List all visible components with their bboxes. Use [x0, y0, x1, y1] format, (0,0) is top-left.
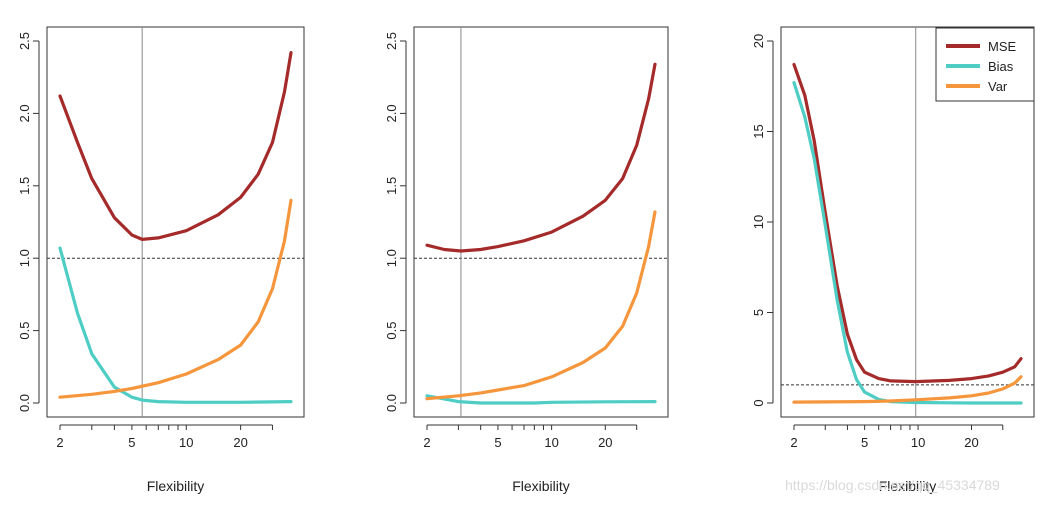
series-line-mse [792, 62, 1023, 384]
y-tick-label: 0 [751, 399, 766, 406]
series-line-bias [792, 81, 1023, 405]
y-tick-label: 10 [751, 215, 766, 229]
x-tick-label: 2 [56, 435, 63, 450]
series-line-var [58, 198, 293, 399]
y-tick-label: 2.0 [17, 104, 32, 122]
y-tick-label: 2.5 [384, 32, 399, 50]
plot-frame [46, 26, 305, 418]
x-tick-label: 2 [790, 435, 797, 450]
y-tick-label: 0.0 [17, 394, 32, 412]
series-line-var [425, 210, 657, 401]
y-tick-label: 1.0 [17, 249, 32, 267]
panel-1: 0.0 0.5 1.0 1.5 2.0 2.5 2 5 10 20 Flexibility [17, 26, 305, 494]
y-tick-label: 1.5 [17, 177, 32, 195]
x-tick-label: 10 [911, 435, 925, 450]
y-tick-label: 15 [751, 124, 766, 138]
legend-label-var: Var [988, 79, 1008, 94]
x-tick-label: 5 [494, 435, 501, 450]
y-tick-label: 1.0 [384, 249, 399, 267]
x-tick-label: 20 [598, 435, 612, 450]
y-tick-label: 1.5 [384, 177, 399, 195]
y-tick-label: 20 [751, 34, 766, 48]
x-axis-label: Flexibility [879, 478, 937, 494]
y-tick-label: 5 [751, 309, 766, 316]
series-line-bias [58, 246, 293, 404]
y-tick-label: 0.5 [384, 322, 399, 340]
legend-label-mse: MSE [988, 39, 1017, 54]
y-tick-label: 0.0 [384, 394, 399, 412]
series-line-mse [425, 62, 657, 253]
y-tick-label: 0.5 [17, 322, 32, 340]
series-line-bias [425, 394, 657, 405]
x-tick-label: 10 [179, 435, 193, 450]
legend-label-bias: Bias [988, 59, 1014, 74]
x-tick-label: 20 [964, 435, 978, 450]
x-tick-label: 2 [423, 435, 430, 450]
x-axis-label: Flexibility [512, 478, 570, 494]
plot-frame [780, 26, 1035, 418]
x-tick-label: 5 [128, 435, 135, 450]
watermark: https://blog.csdn.net/qq_45334789 [785, 477, 1000, 493]
panel-2: 0.0 0.5 1.0 1.5 2.0 2.5 2 5 10 20 Flexibility [384, 26, 669, 494]
series-line-mse [58, 51, 293, 241]
x-tick-label: 20 [233, 435, 247, 450]
legend: MSE Bias Var [935, 27, 1035, 102]
y-tick-label: 2.5 [17, 32, 32, 50]
series-line-var [792, 375, 1023, 404]
x-tick-label: 10 [544, 435, 558, 450]
x-tick-label: 5 [861, 435, 868, 450]
plot-frame [413, 26, 669, 418]
x-axis-label: Flexibility [147, 478, 205, 494]
y-tick-label: 2.0 [384, 104, 399, 122]
